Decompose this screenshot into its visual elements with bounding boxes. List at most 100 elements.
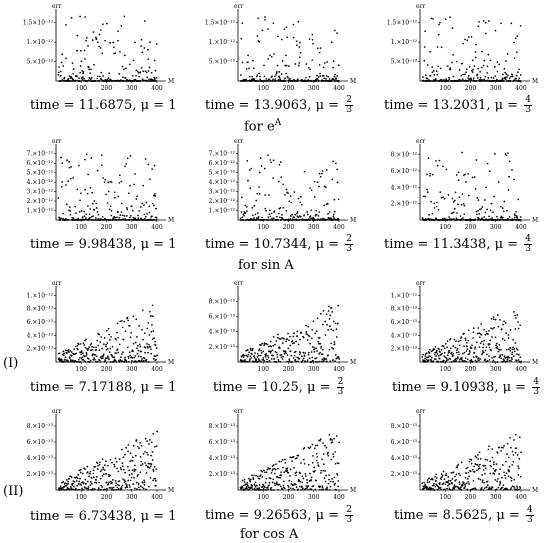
data-point <box>422 353 424 356</box>
data-point <box>447 194 450 196</box>
data-point <box>284 77 286 80</box>
y-tick-label: 7.×10⁻¹² <box>27 151 54 158</box>
data-point <box>123 80 126 82</box>
data-point <box>479 342 482 345</box>
data-point <box>448 80 450 82</box>
data-point <box>126 206 128 209</box>
data-point <box>324 334 327 336</box>
data-point <box>515 74 518 77</box>
data-point <box>275 74 277 76</box>
data-point <box>467 339 470 342</box>
data-point <box>454 346 457 349</box>
data-point <box>273 467 276 470</box>
x-tick-label: 200 <box>465 366 477 373</box>
x-tick-label: 200 <box>101 85 113 92</box>
data-point <box>510 356 513 359</box>
data-point <box>492 316 495 318</box>
data-point <box>280 471 282 474</box>
data-point <box>84 16 87 18</box>
data-point <box>289 468 292 471</box>
data-point <box>426 188 428 191</box>
data-point <box>337 218 340 221</box>
data-point <box>452 345 455 347</box>
data-point <box>474 348 476 350</box>
data-point <box>280 356 283 359</box>
data-point <box>297 64 300 67</box>
data-point <box>511 463 514 466</box>
data-point <box>477 217 480 220</box>
data-point <box>285 80 287 82</box>
data-point <box>282 484 285 487</box>
data-point <box>106 329 108 332</box>
data-point <box>337 64 340 67</box>
data-point <box>500 450 502 452</box>
data-point <box>108 72 111 75</box>
data-point <box>69 177 72 180</box>
data-point <box>471 468 474 471</box>
data-point <box>74 359 77 362</box>
data-point <box>87 486 90 488</box>
data-point <box>261 216 264 219</box>
data-point <box>439 482 441 484</box>
data-point <box>316 361 319 363</box>
data-point <box>426 191 429 193</box>
data-point <box>252 59 254 62</box>
data-point <box>285 340 288 343</box>
data-point <box>73 480 76 483</box>
data-point <box>272 80 274 82</box>
data-point <box>95 202 98 205</box>
data-point <box>504 460 507 463</box>
data-point <box>265 477 268 480</box>
data-point <box>68 351 70 353</box>
data-point <box>106 489 109 491</box>
data-point <box>293 342 296 344</box>
data-point <box>278 207 281 210</box>
data-point <box>83 158 86 161</box>
data-point <box>251 349 254 352</box>
data-point <box>284 462 287 464</box>
data-point <box>474 346 477 349</box>
data-point <box>134 41 136 44</box>
data-point <box>256 352 259 355</box>
data-point <box>481 487 483 489</box>
data-point <box>324 444 326 447</box>
data-point <box>320 472 322 474</box>
data-point <box>477 210 479 212</box>
data-point <box>437 354 440 357</box>
data-point <box>130 459 133 462</box>
data-point <box>319 485 322 488</box>
data-point <box>289 335 291 338</box>
data-point <box>302 477 305 480</box>
data-point <box>440 473 443 476</box>
data-point <box>268 219 270 221</box>
data-point <box>502 210 505 213</box>
data-point <box>145 360 148 363</box>
data-point <box>122 456 125 459</box>
data-point <box>247 353 250 356</box>
data-point <box>244 212 247 214</box>
data-point <box>259 354 262 357</box>
data-point <box>101 215 104 218</box>
data-point <box>120 202 123 205</box>
data-point <box>440 78 443 81</box>
y-tick-label: 1.×10⁻¹² <box>27 208 54 215</box>
x-tick-label: 400 <box>333 366 345 373</box>
data-point <box>133 468 136 471</box>
data-point <box>482 346 484 349</box>
data-point <box>127 319 129 322</box>
data-point <box>102 177 104 179</box>
data-point <box>277 333 279 336</box>
data-point <box>285 54 287 57</box>
data-point <box>514 328 517 330</box>
data-point <box>498 484 501 486</box>
data-point <box>332 60 335 63</box>
data-point <box>249 355 252 358</box>
data-point <box>329 325 331 328</box>
data-point <box>296 335 298 337</box>
data-point <box>513 311 515 313</box>
caption-time-prefix: time = <box>205 237 254 252</box>
data-point <box>518 68 520 71</box>
data-point <box>129 184 131 187</box>
caption-time-prefix: time = <box>392 380 441 395</box>
